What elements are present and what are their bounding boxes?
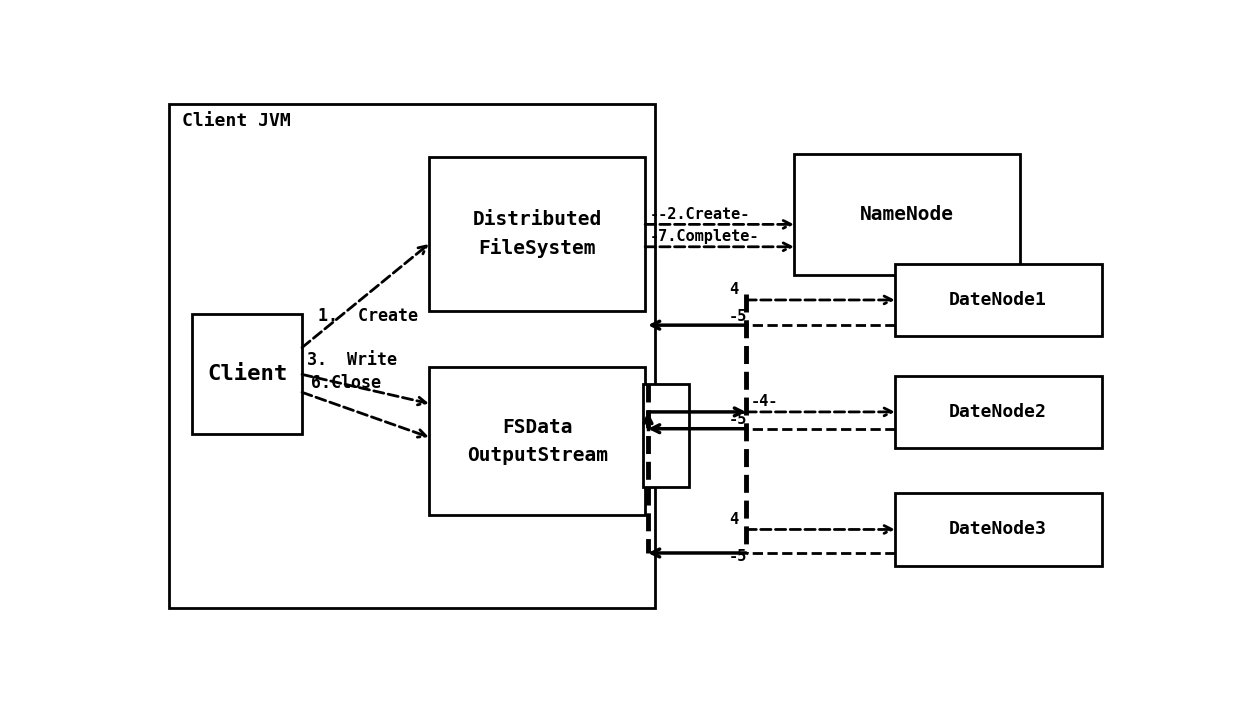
Text: 4: 4 (729, 282, 738, 297)
Text: DateNode1: DateNode1 (949, 291, 1047, 309)
Text: 4: 4 (729, 512, 738, 527)
Text: -5: -5 (729, 412, 746, 427)
FancyBboxPatch shape (170, 104, 655, 608)
Text: DateNode2: DateNode2 (949, 403, 1047, 421)
Text: Client: Client (207, 364, 288, 385)
Text: -4-: -4- (751, 394, 779, 409)
FancyBboxPatch shape (191, 314, 303, 434)
Text: -7.Complete-: -7.Complete- (650, 229, 759, 244)
FancyBboxPatch shape (429, 367, 645, 515)
Text: -5: -5 (729, 550, 746, 564)
Text: DateNode3: DateNode3 (949, 521, 1047, 539)
FancyBboxPatch shape (895, 376, 1101, 449)
Text: Distributed
FileSystem: Distributed FileSystem (472, 209, 603, 258)
Text: FSData
OutputStream: FSData OutputStream (467, 417, 608, 465)
Text: 1.  Create: 1. Create (319, 308, 418, 325)
FancyBboxPatch shape (895, 264, 1101, 337)
Text: 6.Close: 6.Close (311, 374, 381, 393)
Text: Client JVM: Client JVM (182, 113, 290, 130)
FancyBboxPatch shape (429, 157, 645, 311)
FancyBboxPatch shape (895, 493, 1101, 566)
FancyBboxPatch shape (644, 384, 689, 488)
Text: -5: -5 (729, 309, 746, 324)
FancyBboxPatch shape (794, 154, 1019, 275)
Text: 3.  Write: 3. Write (306, 351, 397, 369)
Text: --2.Create-: --2.Create- (650, 206, 750, 222)
Text: NameNode: NameNode (859, 205, 954, 225)
